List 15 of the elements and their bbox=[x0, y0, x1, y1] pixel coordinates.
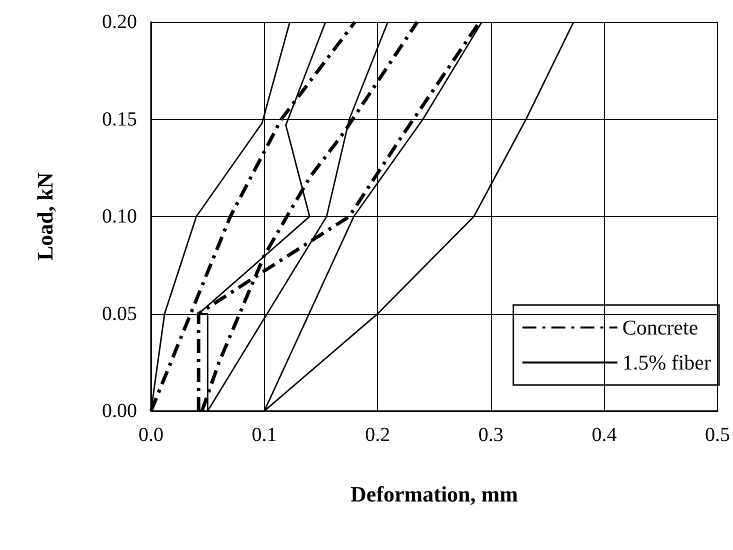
x-tick-label: 0.1 bbox=[252, 424, 277, 446]
x-tick-label: 0.5 bbox=[705, 424, 730, 446]
x-tick-label: 0.3 bbox=[478, 424, 504, 446]
y-tick-label: 0.15 bbox=[102, 108, 137, 130]
x-tick-label: 0.0 bbox=[138, 424, 164, 446]
legend-label: 1.5% fiber bbox=[622, 350, 712, 374]
y-tick-label: 0.20 bbox=[102, 11, 137, 33]
y-axis-title: Load, kN bbox=[32, 172, 58, 261]
y-tick-label: 0.00 bbox=[102, 400, 137, 422]
x-tick-label: 0.4 bbox=[592, 424, 617, 446]
legend-label: Concrete bbox=[622, 316, 698, 340]
y-tick-label: 0.10 bbox=[102, 206, 137, 228]
x-tick-label: 0.2 bbox=[365, 424, 390, 446]
x-axis-title: Deformation, mm bbox=[350, 482, 518, 506]
y-tick-label: 0.05 bbox=[102, 302, 137, 325]
